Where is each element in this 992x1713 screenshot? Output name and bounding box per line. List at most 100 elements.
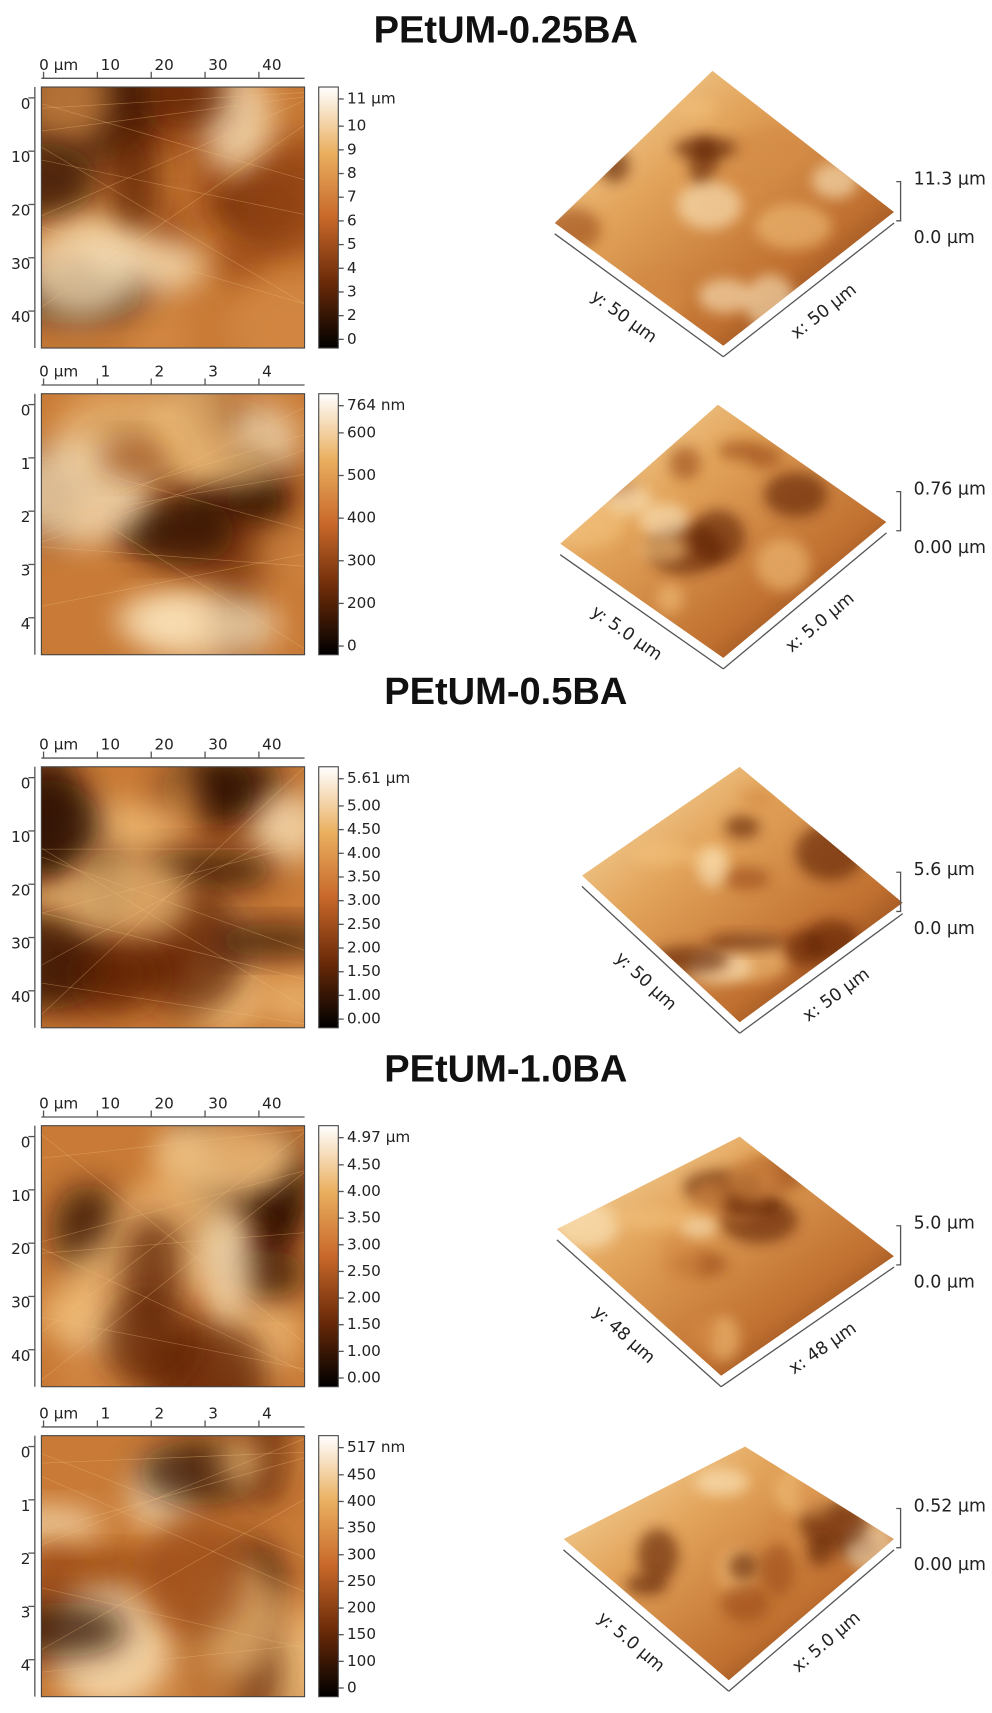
height-map-texture: [254, 520, 305, 586]
y-axis-3d: [559, 554, 724, 670]
scan-line: [41, 1438, 305, 1546]
surface-texture: [761, 1543, 795, 1596]
surface-texture: [806, 1535, 834, 1566]
scan-line: [41, 912, 305, 980]
surface-texture: [598, 149, 630, 183]
colorbar-label: 1.50: [347, 1315, 381, 1333]
colorbar-label: 7: [347, 188, 357, 206]
x-axis-3d: [739, 913, 904, 1034]
scan-line: [41, 767, 305, 1015]
x-tick-label: 20: [154, 1094, 173, 1112]
y-tick-label: 0: [21, 775, 31, 793]
colorbar-label: 3: [347, 282, 357, 300]
surface-texture: [612, 1207, 690, 1229]
section-title: PEtUM-0.25BA: [374, 10, 638, 52]
scan-line: [41, 1644, 305, 1673]
z-max-label: 11.3 µm: [914, 169, 986, 189]
height-map-texture: [217, 1438, 263, 1488]
colorbar-label: 3.00: [347, 1235, 381, 1253]
surface-texture: [724, 1158, 778, 1202]
y-tick-label: 30: [11, 935, 30, 953]
map-frame: [40, 86, 306, 349]
y-tick-label: 10: [11, 148, 30, 166]
colorbar-label: 6: [347, 211, 357, 229]
y-tick-label: 10: [11, 828, 30, 846]
colorbar-label: 3.50: [347, 1209, 381, 1227]
colorbar-label: 0.00: [347, 1369, 381, 1387]
z-scale-bracket: [896, 490, 902, 532]
colorbar-label: 5: [347, 235, 357, 253]
z-min-label: 0.0 µm: [914, 1272, 975, 1292]
afm-panel: 0 µm 1 2 3 4 0 1 2 3 4 764 nm 600 500 400 300 200 0 y: 5.…: [21, 362, 986, 670]
y-tick-label: 2: [21, 1550, 31, 1568]
colorbar-label: 2: [347, 306, 357, 324]
height-map-texture: [147, 87, 227, 128]
surface-texture: [660, 1232, 702, 1289]
colorbar-label: 350: [347, 1519, 376, 1537]
height-map-texture: [200, 87, 274, 176]
scan-line: [41, 1170, 305, 1243]
surface-texture: [679, 1215, 718, 1238]
height-map-texture: [41, 779, 101, 873]
y-axis-3d-label: y: 48 µm: [589, 1302, 659, 1368]
colorbar-label: 2.00: [347, 1289, 381, 1307]
colorbar-label: 2.00: [347, 939, 381, 957]
y-tick-label: 2: [21, 508, 31, 526]
scan-line: [41, 449, 305, 543]
x-tick-label: 0 µm: [39, 56, 78, 74]
height-map: [41, 1125, 305, 1387]
x-axis-3d: [728, 1549, 895, 1692]
height-map-texture: [126, 299, 191, 349]
y-axis-3d-label: y: 5.0 µm: [587, 602, 665, 665]
height-map-texture: [41, 1507, 105, 1542]
colorbar-label: 150: [347, 1625, 376, 1643]
surface-texture: [739, 787, 775, 810]
colorbar-label: 500: [347, 466, 376, 484]
y-tick-label: 10: [11, 1187, 30, 1205]
afm-panel: 0 µm 10 20 30 40 0 10 20 30 40 5.61 µm 5.00 4.50 4.00…: [11, 736, 975, 1034]
scan-line: [41, 1129, 305, 1159]
scan-line: [41, 456, 305, 531]
scan-line: [41, 1134, 305, 1344]
colorbar: [318, 1125, 339, 1388]
y-tick-label: 4: [21, 615, 31, 633]
surface-texture: [674, 99, 717, 119]
height-map-texture: [211, 230, 271, 285]
colorbar-label: 400: [347, 1492, 376, 1510]
surface-texture: [747, 445, 782, 469]
colorbar-label: 3.50: [347, 867, 381, 885]
surface-texture: [784, 930, 825, 967]
height-map-texture: [125, 496, 236, 567]
colorbar-label: 300: [347, 551, 376, 569]
z-max-label: 5.6 µm: [914, 860, 975, 880]
scan-line: [41, 474, 305, 521]
scan-line: [41, 159, 305, 215]
height-map: [41, 1435, 305, 1697]
surface-texture: [724, 815, 760, 839]
y-tick-label: 0: [21, 402, 31, 420]
height-map-texture: [147, 393, 234, 483]
y-tick-label: 30: [11, 1293, 30, 1311]
z-max-label: 5.0 µm: [914, 1214, 975, 1234]
scan-line: [41, 124, 305, 308]
z-max-label: 0.52 µm: [914, 1496, 986, 1516]
scan-line: [41, 1171, 305, 1381]
colorbar-label: 2.50: [347, 915, 381, 933]
height-map: [41, 87, 305, 349]
height-map-texture: [102, 1293, 193, 1387]
scan-line: [41, 1453, 305, 1558]
colorbar-label: 300: [347, 1545, 376, 1563]
surface-texture: [697, 846, 728, 888]
height-map-texture: [261, 975, 305, 1025]
scan-line: [41, 146, 305, 305]
colorbar-label: 0: [347, 637, 357, 655]
colorbar-label: 1.50: [347, 962, 381, 980]
height-map: [41, 393, 305, 655]
colorbar-label: 0: [347, 330, 357, 348]
surface-texture: [691, 1180, 729, 1211]
height-map-texture: [41, 87, 110, 150]
y-tick-label: 20: [11, 201, 30, 219]
colorbar-label: 764 nm: [347, 396, 405, 414]
x-axis-3d: [722, 222, 895, 358]
y-tick-label: 20: [11, 1240, 30, 1258]
